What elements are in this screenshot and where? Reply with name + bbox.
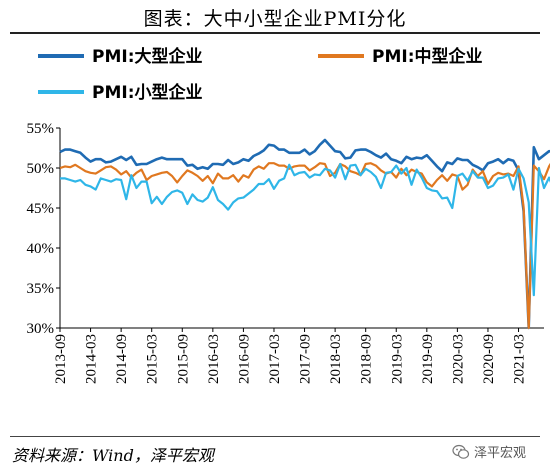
legend-label: PMI:大型企业	[92, 46, 203, 67]
wechat-icon	[452, 444, 470, 459]
source-note: 资料来源：Wind，泽平宏观	[12, 446, 214, 465]
x-tick-label: 2016-09	[236, 334, 252, 384]
y-tick-label: 50%	[27, 161, 55, 177]
y-tick-label: 30%	[27, 321, 55, 337]
x-tick-label: 2014-03	[84, 334, 100, 384]
x-tick-label: 2014-09	[114, 334, 130, 384]
legend-label: PMI:小型企业	[92, 82, 203, 103]
series-line-2	[59, 162, 550, 330]
series-line-1	[59, 138, 550, 330]
line-chart: PMI:大型企业 PMI:中型企业 PMI:小型企业 30% 35% 40% 45% 50%…	[27, 46, 550, 384]
legend: PMI:大型企业 PMI:中型企业 PMI:小型企业	[38, 46, 483, 103]
x-tick-label: 2016-03	[206, 334, 222, 384]
x-tick-label: 2020-03	[450, 334, 466, 384]
watermark: 泽平宏观	[452, 442, 526, 461]
x-tick-label: 2017-03	[267, 334, 283, 384]
x-tick-label: 2021-03	[512, 334, 528, 384]
watermark-label: 泽平宏观	[474, 446, 527, 461]
series-lines	[59, 138, 550, 330]
x-tick-label: 2018-09	[359, 334, 375, 384]
y-tick-label: 55%	[27, 121, 55, 137]
series-line-3	[60, 162, 550, 297]
x-tick-label: 2015-09	[175, 334, 191, 384]
chart-title: 图表：大中小型企业PMI分化	[143, 8, 407, 30]
top-divider	[10, 32, 540, 34]
x-tick-label: 2013-09	[53, 334, 69, 384]
legend-label: PMI:中型企业	[372, 46, 483, 67]
y-tick-label: 35%	[27, 281, 55, 297]
x-tick-label: 2020-09	[481, 334, 497, 384]
x-tick-label: 2018-03	[328, 334, 344, 384]
x-tick-label: 2019-09	[420, 334, 436, 384]
bottom-divider	[10, 436, 540, 437]
y-tick-label: 40%	[27, 241, 55, 257]
x-tick-label: 2017-09	[298, 334, 314, 384]
axes: 30% 35% 40% 45% 50% 55% 2013-09 2014-03 2014-09 2…	[27, 121, 544, 384]
x-tick-label: 2019-03	[389, 334, 405, 384]
y-tick-label: 45%	[27, 201, 55, 217]
x-tick-label: 2015-03	[145, 334, 161, 384]
